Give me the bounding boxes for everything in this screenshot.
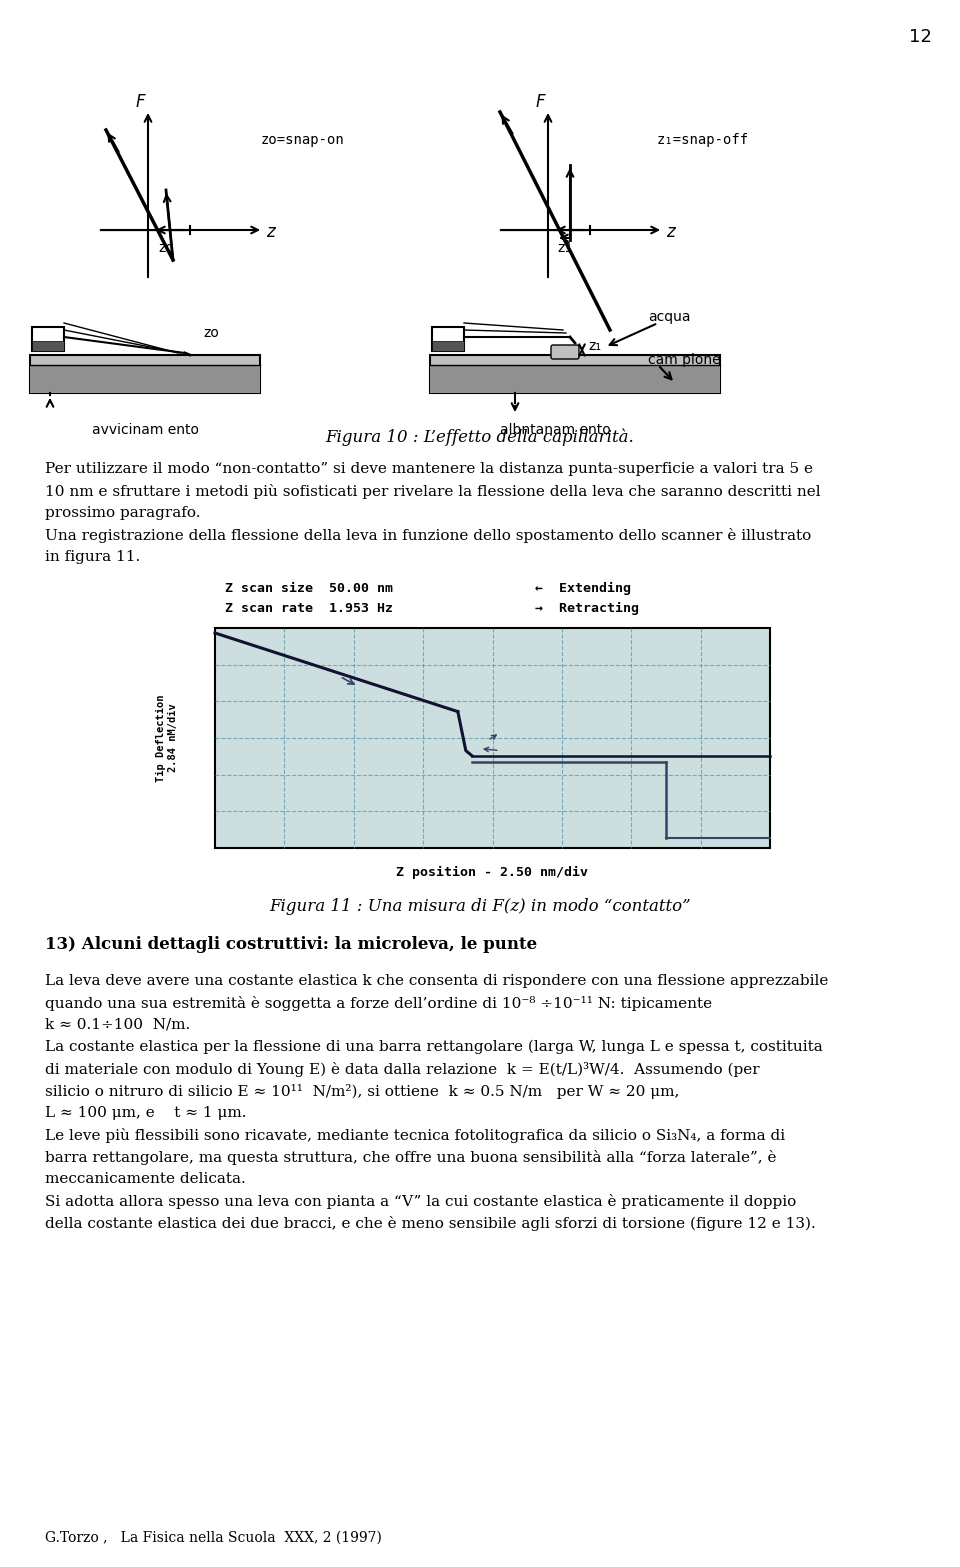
Text: F: F: [535, 92, 545, 111]
Text: Le leve più flessibili sono ricavate, mediante tecnica fotolitografica da silici: Le leve più flessibili sono ricavate, me…: [45, 1128, 785, 1142]
Text: Tip Deflection
2.84 nM/div: Tip Deflection 2.84 nM/div: [156, 694, 178, 782]
Text: →  Retracting: → Retracting: [535, 602, 639, 616]
Text: G.Torzo ,   La Fisica nella Scuola  XXX, 2 (1997): G.Torzo , La Fisica nella Scuola XXX, 2 …: [45, 1531, 382, 1545]
Text: Z scan rate  1.953 Hz: Z scan rate 1.953 Hz: [225, 602, 393, 614]
Text: z₁: z₁: [588, 338, 601, 353]
FancyBboxPatch shape: [32, 342, 64, 351]
Text: prossimo paragrafo.: prossimo paragrafo.: [45, 506, 201, 520]
Text: in figura 11.: in figura 11.: [45, 550, 140, 564]
Text: Per utilizzare il modo “non-contatto” si deve mantenere la distanza punta-superf: Per utilizzare il modo “non-contatto” si…: [45, 462, 813, 476]
FancyBboxPatch shape: [432, 328, 464, 351]
Text: ←  Extending: ← Extending: [535, 581, 631, 595]
Text: Z scan size  50.00 nm: Z scan size 50.00 nm: [225, 581, 393, 595]
Text: L ≈ 100 μm, e    t ≈ 1 μm.: L ≈ 100 μm, e t ≈ 1 μm.: [45, 1106, 247, 1120]
Text: Figura 10 : L’effetto della capillarità.: Figura 10 : L’effetto della capillarità.: [325, 428, 635, 445]
Text: cam pione: cam pione: [648, 353, 721, 367]
Text: avvicinam ento: avvicinam ento: [91, 423, 199, 437]
Text: 13) Alcuni dettagli costruttivi: la microleva, le punte: 13) Alcuni dettagli costruttivi: la micr…: [45, 935, 538, 953]
Text: z1: z1: [558, 241, 574, 255]
Text: z: z: [665, 223, 674, 241]
Text: di materiale con modulo di Young E) è data dalla relazione  k = E(t/L)³W/4.  Ass: di materiale con modulo di Young E) è da…: [45, 1062, 759, 1077]
Text: 10 nm e sfruttare i metodi più sofisticati per rivelare la flessione della leva : 10 nm e sfruttare i metodi più sofistica…: [45, 484, 821, 498]
Text: zo: zo: [203, 326, 219, 340]
Text: 12: 12: [908, 28, 931, 45]
FancyBboxPatch shape: [30, 356, 260, 393]
FancyBboxPatch shape: [30, 365, 260, 393]
FancyBboxPatch shape: [430, 356, 720, 393]
FancyBboxPatch shape: [432, 342, 464, 351]
Text: Z position - 2.50 nm/div: Z position - 2.50 nm/div: [396, 867, 588, 879]
Text: albntanam ento: albntanam ento: [499, 423, 611, 437]
Text: Si adotta allora spesso una leva con pianta a “V” la cui costante elastica è pra: Si adotta allora spesso una leva con pia…: [45, 1194, 796, 1210]
Text: k ≈ 0.1÷100  N/m.: k ≈ 0.1÷100 N/m.: [45, 1019, 190, 1033]
Text: quando una sua estremità è soggetta a forze dell’ordine di 10⁻⁸ ÷10⁻¹¹ N: tipica: quando una sua estremità è soggetta a fo…: [45, 997, 712, 1011]
Text: z: z: [266, 223, 275, 241]
Text: La costante elastica per la flessione di una barra rettangolare (larga W, lunga : La costante elastica per la flessione di…: [45, 1040, 823, 1055]
Text: z₁=snap-off: z₁=snap-off: [657, 133, 749, 147]
Text: Una registrazione della flessione della leva in funzione dello spostamento dello: Una registrazione della flessione della …: [45, 528, 811, 544]
FancyBboxPatch shape: [32, 328, 64, 351]
Text: zo=snap-on: zo=snap-on: [261, 133, 345, 147]
Text: acqua: acqua: [648, 310, 690, 324]
Text: La leva deve avere una costante elastica k che consenta di rispondere con una fl: La leva deve avere una costante elastica…: [45, 975, 828, 989]
FancyBboxPatch shape: [430, 365, 720, 393]
Text: della costante elastica dei due bracci, e che è meno sensibile agli sforzi di to: della costante elastica dei due bracci, …: [45, 1216, 816, 1232]
Text: meccanicamente delicata.: meccanicamente delicata.: [45, 1172, 246, 1186]
Text: F: F: [135, 92, 145, 111]
Text: silicio o nitruro di silicio E ≈ 10¹¹  N/m²), si ottiene  k ≈ 0.5 N/m   per W ≈ : silicio o nitruro di silicio E ≈ 10¹¹ N/…: [45, 1084, 680, 1098]
FancyBboxPatch shape: [215, 628, 770, 848]
Text: zo: zo: [158, 241, 174, 255]
Text: barra rettangolare, ma questa struttura, che offre una buona sensibilità alla “f: barra rettangolare, ma questa struttura,…: [45, 1150, 777, 1164]
Text: Figura 11 : Una misura di F(z) in modo “contatto”: Figura 11 : Una misura di F(z) in modo “…: [269, 898, 691, 915]
FancyBboxPatch shape: [551, 345, 579, 359]
